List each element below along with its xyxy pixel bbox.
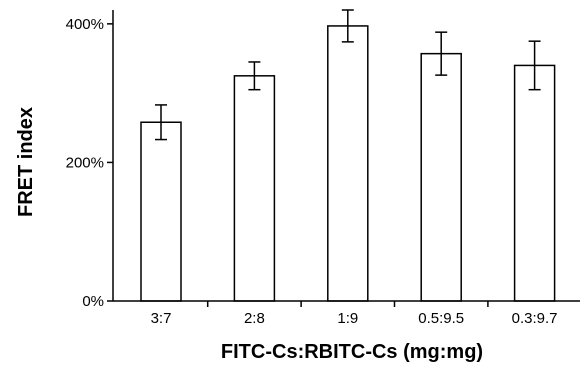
- y-tick-label: 0%: [82, 293, 104, 310]
- bars-layer: [140, 25, 556, 302]
- bar: [420, 52, 462, 302]
- bar: [233, 75, 276, 302]
- y-ticks-layer: 0% 200% 400%: [66, 16, 113, 310]
- y-axis-title: FRET index: [15, 107, 37, 217]
- x-tick-label: 0.3:9.7: [512, 310, 558, 327]
- y-tick-label: 200%: [66, 154, 104, 171]
- x-ticks-layer: 3:7 2:8 1:9 0.5:9.5 0.3:9.7: [151, 301, 558, 327]
- bar: [513, 64, 556, 302]
- y-tick-label: 400%: [66, 16, 104, 33]
- x-tick-label: 0.5:9.5: [418, 310, 464, 327]
- x-tick-label: 1:9: [337, 310, 358, 327]
- bar: [140, 121, 182, 302]
- x-axis-title: FITC-Cs:RBITC-Cs (mg:mg): [221, 341, 483, 363]
- x-tick-label: 3:7: [151, 310, 172, 327]
- bar: [327, 25, 369, 302]
- x-tick-label: 2:8: [244, 310, 265, 327]
- error-bars-layer: [155, 9, 541, 141]
